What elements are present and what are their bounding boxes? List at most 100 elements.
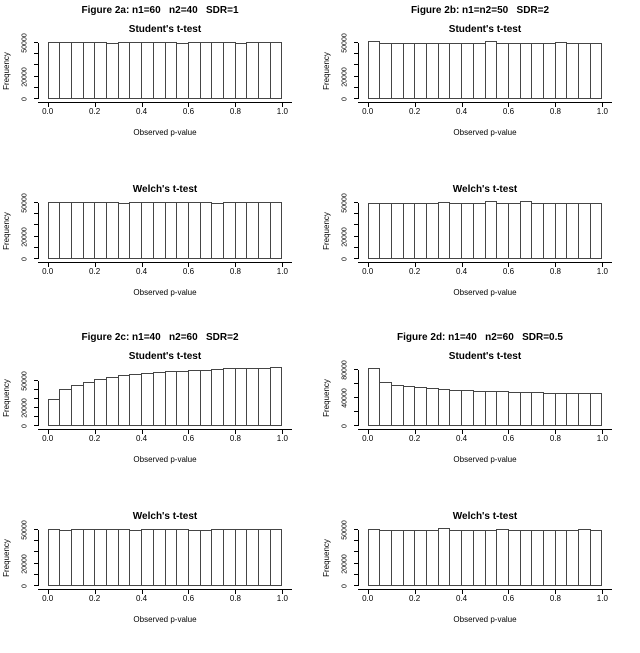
y-tick bbox=[34, 540, 38, 542]
chart-2a-students-t-test: Student's t-test Frequency 0 20000 50000 0.… bbox=[0, 24, 320, 138]
x-tick bbox=[555, 103, 557, 107]
x-tick bbox=[367, 590, 369, 594]
y-tick bbox=[34, 528, 38, 530]
histogram-bar bbox=[269, 367, 283, 426]
histogram-bars bbox=[367, 526, 603, 586]
figure-title: Figure 2d: n1=40 n2=60 SDR=0.5 bbox=[397, 332, 563, 343]
x-axis-line bbox=[38, 262, 292, 263]
x-tick bbox=[555, 590, 557, 594]
x-tick bbox=[282, 590, 284, 594]
figure-charts: Student's t-test Frequency 0 20000 50000 0.… bbox=[0, 24, 320, 298]
x-tick-label: 0.4 bbox=[455, 434, 468, 443]
x-tick bbox=[94, 103, 96, 107]
y-tick bbox=[34, 213, 38, 215]
x-axis-line bbox=[38, 429, 292, 430]
y-tick-label: 0 bbox=[341, 424, 349, 428]
y-tick-label: 0 bbox=[21, 584, 29, 588]
histogram-bars bbox=[47, 199, 283, 259]
x-tick-label: 1.0 bbox=[276, 434, 288, 443]
y-tick bbox=[354, 411, 358, 413]
x-tick bbox=[461, 263, 463, 267]
histogram-bars bbox=[367, 39, 603, 99]
x-tick-label: 1.0 bbox=[596, 434, 608, 443]
x-tick bbox=[47, 263, 49, 267]
y-tick bbox=[354, 573, 358, 575]
x-axis-label: Observed p-value bbox=[453, 615, 517, 624]
y-tick bbox=[34, 573, 38, 575]
x-tick bbox=[602, 263, 604, 267]
x-tick bbox=[235, 430, 237, 434]
figure-panel-2c: Figure 2c: n1=40 n2=60 SDR=2 Student's t… bbox=[0, 327, 320, 653]
x-tick-label: 0.6 bbox=[182, 434, 195, 443]
x-tick bbox=[508, 590, 510, 594]
x-tick-label: 0.0 bbox=[362, 434, 374, 443]
x-axis-label: Observed p-value bbox=[133, 288, 197, 297]
y-axis-line bbox=[358, 529, 359, 586]
y-tick bbox=[354, 369, 358, 371]
y-tick bbox=[354, 53, 358, 55]
x-tick-label: 0.6 bbox=[502, 107, 515, 116]
histogram-bars bbox=[367, 199, 603, 259]
y-tick bbox=[354, 585, 358, 586]
x-tick bbox=[141, 430, 143, 434]
x-axis-line bbox=[358, 102, 612, 103]
x-tick bbox=[602, 590, 604, 594]
y-tick bbox=[34, 75, 38, 77]
x-tick-label: 0.2 bbox=[409, 434, 421, 443]
y-tick bbox=[354, 41, 358, 43]
y-tick bbox=[34, 425, 38, 426]
x-tick-label: 0.2 bbox=[409, 267, 421, 276]
x-tick-label: 0.2 bbox=[409, 107, 421, 116]
x-tick bbox=[367, 430, 369, 434]
x-tick bbox=[141, 263, 143, 267]
y-tick bbox=[34, 86, 38, 88]
x-tick bbox=[508, 103, 510, 107]
chart-2d-students-t-test: Student's t-test Frequency 0 40000 80000 0.… bbox=[320, 351, 640, 465]
x-tick-label: 1.0 bbox=[596, 267, 608, 276]
y-tick-label: 0 bbox=[21, 97, 29, 101]
chart-2c-welchs-t-test: Welch's t-test Frequency 0 20000 50000 0.0 0… bbox=[0, 511, 320, 625]
x-axis-line bbox=[358, 262, 612, 263]
figure-panel-2a: Figure 2a: n1=60 n2=40 SDR=1 Student's t… bbox=[0, 0, 320, 327]
x-axis-label: Observed p-value bbox=[453, 128, 517, 137]
x-tick-label: 0.4 bbox=[135, 594, 148, 603]
x-tick-label: 0.2 bbox=[89, 594, 101, 603]
x-tick bbox=[602, 430, 604, 434]
x-tick-label: 0.0 bbox=[42, 434, 54, 443]
x-tick-label: 0.4 bbox=[455, 267, 468, 276]
x-tick-label: 0.0 bbox=[42, 594, 54, 603]
y-tick-label: 20000 bbox=[341, 553, 349, 574]
y-tick-label: 50000 bbox=[21, 33, 29, 53]
figure-charts: Student's t-test Frequency 0 20000 50000 0.… bbox=[0, 351, 320, 625]
y-tick bbox=[354, 75, 358, 77]
x-tick-label: 0.2 bbox=[89, 434, 101, 443]
plot-area: Frequency 0 20000 50000 0.0 0.2 0.4 0.6 0.8 1.0 bbox=[322, 33, 612, 116]
chart-2a-welchs-t-test: Welch's t-test Frequency 0 20000 50000 0.0 0… bbox=[0, 184, 320, 298]
y-tick bbox=[34, 258, 38, 259]
x-tick bbox=[188, 430, 190, 434]
y-axis-label: Frequency bbox=[322, 379, 331, 417]
y-tick bbox=[34, 64, 38, 66]
x-tick bbox=[235, 263, 237, 267]
y-axis-line bbox=[38, 529, 39, 586]
chart-title: Student's t-test bbox=[128, 351, 202, 362]
x-tick-label: 1.0 bbox=[276, 594, 288, 603]
y-tick bbox=[34, 201, 38, 203]
chart-2b-welchs-t-test: Welch's t-test Frequency 0 20000 50000 0.0 0… bbox=[320, 184, 640, 298]
histogram-bars bbox=[47, 526, 283, 586]
x-tick-label: 0.8 bbox=[549, 267, 561, 276]
y-tick bbox=[354, 540, 358, 542]
x-tick-label: 0.8 bbox=[229, 434, 241, 443]
x-tick-label: 0.0 bbox=[42, 107, 54, 116]
y-tick-label: 20000 bbox=[341, 66, 349, 87]
x-tick bbox=[94, 430, 96, 434]
x-tick-label: 1.0 bbox=[276, 267, 288, 276]
y-tick bbox=[354, 258, 358, 259]
plot-area: Frequency 0 20000 50000 0.0 0.2 0.4 0.6 0.8 1.0 bbox=[322, 193, 612, 276]
y-tick bbox=[354, 425, 358, 426]
y-tick bbox=[34, 41, 38, 43]
x-tick bbox=[47, 430, 49, 434]
y-axis-line bbox=[38, 42, 39, 99]
y-tick bbox=[34, 246, 38, 248]
x-tick bbox=[94, 590, 96, 594]
